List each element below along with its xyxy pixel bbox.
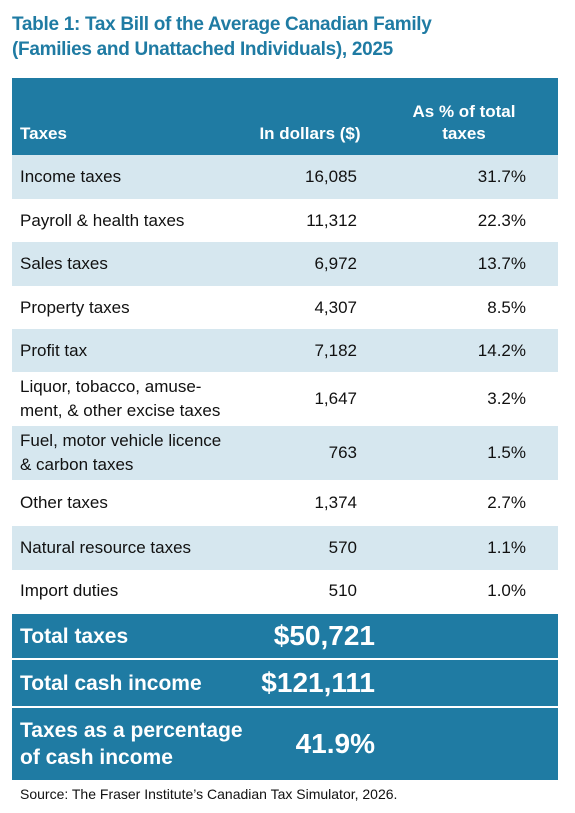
table-cell: 1.5% <box>370 426 558 480</box>
header-cell: As % of total taxes <box>370 78 558 155</box>
table-cell: 8.5% <box>370 286 558 329</box>
table-cell: 7,182 <box>250 329 370 372</box>
table-header: Taxes In dollars ($) As % of total taxes <box>12 78 558 155</box>
tax-table: Taxes In dollars ($) As % of total taxes… <box>12 78 558 780</box>
header-cell: In dollars ($) <box>250 78 370 155</box>
table-row: Income taxes 16,085 31.7% <box>12 155 558 199</box>
table-row: Other taxes 1,374 2.7% <box>12 480 558 526</box>
table-cell: Profit tax <box>12 329 250 372</box>
total-row: Total taxes $50,721 <box>12 612 558 659</box>
table-title: Table 1: Tax Bill of the Average Canadia… <box>12 14 432 60</box>
table-row: Liquor, tobacco, amuse- ment, & other ex… <box>12 372 558 426</box>
table-cell: 13.7% <box>370 242 558 286</box>
table-cell: Fuel, motor vehicle licence & carbon tax… <box>12 426 250 480</box>
table-cell: 570 <box>250 526 370 570</box>
table-row: Import duties 510 1.0% <box>12 570 558 613</box>
header-row: Taxes In dollars ($) As % of total taxes <box>12 78 558 155</box>
total-value: 41.9% <box>250 706 558 780</box>
table-cell: Property taxes <box>12 286 250 329</box>
table-cell: 31.7% <box>370 155 558 199</box>
total-row: Taxes as a percentage of cash income 41.9… <box>12 706 558 780</box>
table-cell: 22.3% <box>370 199 558 242</box>
total-label: Total cash income <box>12 658 250 707</box>
table-row: Sales taxes 6,972 13.7% <box>12 242 558 286</box>
table-cell: 16,085 <box>250 155 370 199</box>
table-row: Natural resource taxes 570 1.1% <box>12 526 558 570</box>
table-cell: 1,647 <box>250 372 370 426</box>
table-cell: 1.1% <box>370 526 558 570</box>
table-row: Payroll & health taxes 11,312 22.3% <box>12 199 558 242</box>
total-label: Total taxes <box>12 612 250 659</box>
table-cell: Sales taxes <box>12 242 250 286</box>
total-value: $121,111 <box>250 658 558 707</box>
total-value: $50,721 <box>250 612 558 659</box>
table-cell: 14.2% <box>370 329 558 372</box>
table-totals: Total taxes $50,721 Total cash income $121,… <box>12 612 558 780</box>
source-note: Source: The Fraser Institute’s Canadian … <box>20 786 398 802</box>
table-cell: Payroll & health taxes <box>12 199 250 242</box>
table-cell: 1.0% <box>370 570 558 613</box>
table-row: Property taxes 4,307 8.5% <box>12 286 558 329</box>
table-cell: 3.2% <box>370 372 558 426</box>
table-row: Fuel, motor vehicle licence & carbon tax… <box>12 426 558 480</box>
table-cell: Income taxes <box>12 155 250 199</box>
table-cell: 4,307 <box>250 286 370 329</box>
table-cell: Import duties <box>12 570 250 613</box>
total-label: Taxes as a percentage of cash income <box>12 706 250 780</box>
table-cell: 11,312 <box>250 199 370 242</box>
table-cell: 510 <box>250 570 370 613</box>
table-body: Income taxes 16,085 31.7% Payroll & health … <box>12 155 558 613</box>
table-row: Profit tax 7,182 14.2% <box>12 329 558 372</box>
table-cell: 6,972 <box>250 242 370 286</box>
total-row: Total cash income $121,111 <box>12 658 558 707</box>
table-cell: Natural resource taxes <box>12 526 250 570</box>
table-cell: 2.7% <box>370 480 558 526</box>
table-cell: Other taxes <box>12 480 250 526</box>
table-cell: 763 <box>250 426 370 480</box>
table-cell: Liquor, tobacco, amuse- ment, & other ex… <box>12 372 250 426</box>
table-cell: 1,374 <box>250 480 370 526</box>
header-cell: Taxes <box>12 78 250 155</box>
